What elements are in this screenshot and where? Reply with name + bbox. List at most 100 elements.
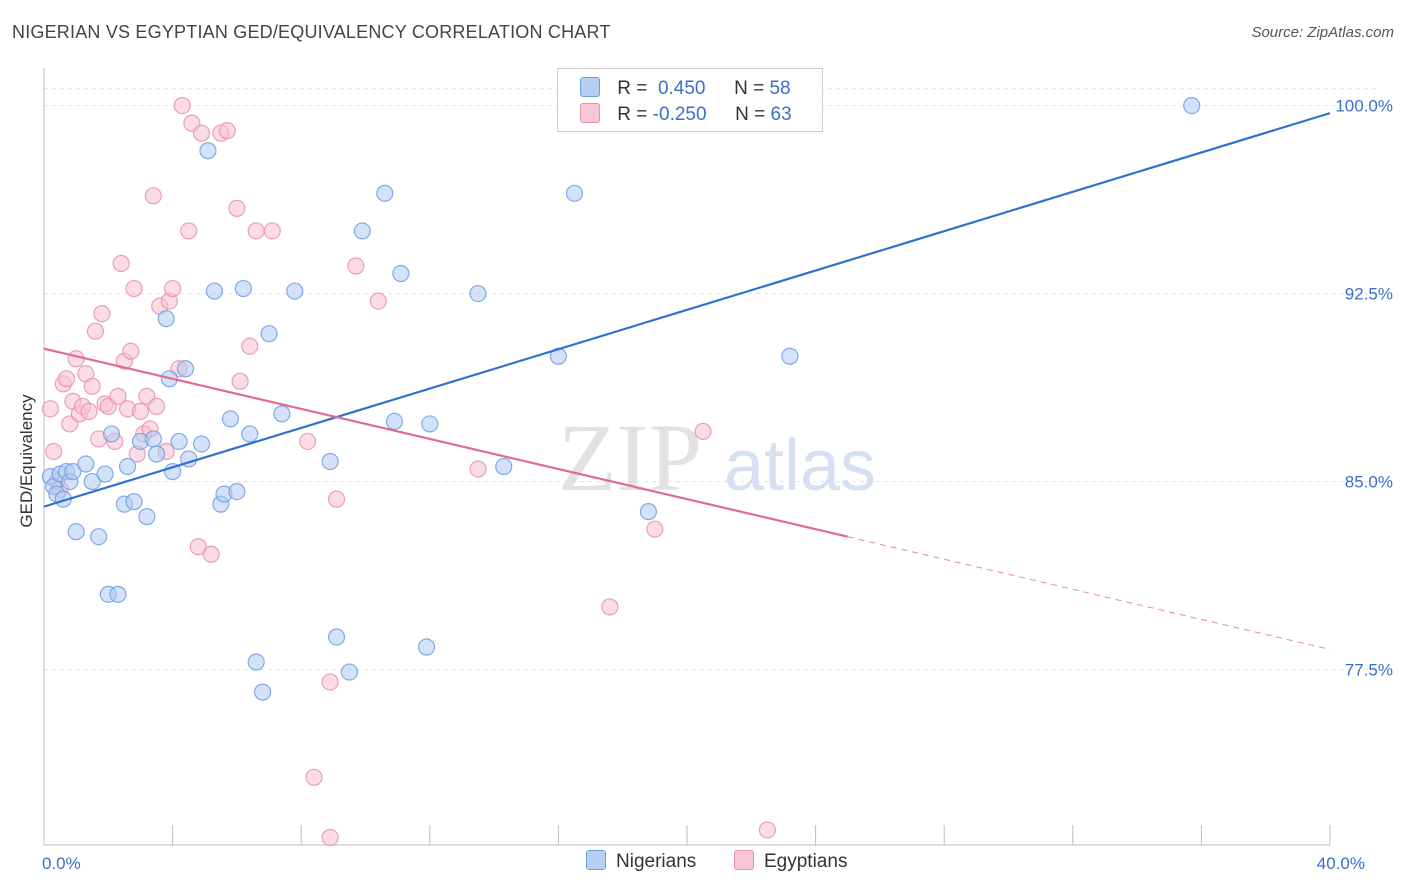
nigerians-point bbox=[565, 184, 584, 202]
nigerians-legend-label: Nigerians bbox=[616, 851, 697, 872]
nigerians-point bbox=[781, 347, 799, 365]
nigerians-point bbox=[144, 430, 162, 448]
egyptians-point bbox=[247, 222, 265, 240]
nigerians-point bbox=[118, 457, 137, 476]
nigerians-point bbox=[241, 425, 259, 443]
egyptians-point bbox=[228, 199, 246, 217]
nigerians-point bbox=[495, 457, 513, 476]
r-label: R = bbox=[617, 104, 648, 125]
nigerians-point bbox=[199, 142, 217, 160]
nigerians-point bbox=[417, 638, 436, 656]
egyptians-point bbox=[189, 538, 207, 556]
chart-title: NIGERIAN VS EGYPTIAN GED/EQUIVALENCY COR… bbox=[12, 22, 611, 42]
nigerians-point bbox=[321, 452, 339, 471]
nigerians-point bbox=[376, 184, 394, 202]
y-tick-label: 92.5% bbox=[1345, 285, 1393, 304]
nigerians-point bbox=[67, 523, 85, 541]
nigerians-point bbox=[340, 663, 359, 681]
egyptians-point bbox=[218, 122, 236, 140]
y-tick-label: 77.5% bbox=[1345, 661, 1393, 680]
nigerians-point bbox=[385, 412, 404, 431]
egyptians-point bbox=[57, 370, 76, 388]
egyptians-point bbox=[125, 279, 143, 298]
watermark-atlas: atlas bbox=[724, 426, 876, 506]
nigerians-point bbox=[96, 465, 114, 483]
egyptians-point bbox=[263, 222, 281, 240]
nigerians-point bbox=[421, 415, 439, 433]
data-points bbox=[41, 96, 1201, 847]
egyptians-point bbox=[369, 292, 387, 310]
egyptians-point bbox=[112, 254, 130, 273]
egyptians-point bbox=[347, 257, 365, 275]
egyptians-swatch bbox=[580, 103, 600, 123]
egyptians-point bbox=[192, 124, 211, 142]
nigerians-point bbox=[260, 325, 278, 343]
egyptians-point bbox=[231, 372, 249, 390]
nigerians-point bbox=[176, 360, 195, 378]
nigerians-point bbox=[353, 222, 371, 240]
egyptians-point bbox=[144, 187, 162, 205]
egyptians-point bbox=[109, 387, 127, 405]
nigerians-point bbox=[205, 282, 223, 300]
egyptians-point bbox=[305, 768, 323, 786]
nigerians-point bbox=[138, 508, 156, 526]
nigerians-r-value: 0.450 bbox=[657, 78, 706, 99]
egyptians-trend-extension bbox=[847, 536, 1331, 650]
nigerians-swatch bbox=[580, 77, 600, 97]
egyptians-point bbox=[694, 422, 712, 441]
egyptians-point bbox=[601, 598, 619, 616]
egyptians-point bbox=[321, 828, 339, 847]
nigerians-point bbox=[221, 410, 240, 428]
egyptians-point bbox=[173, 96, 191, 115]
egyptians-trend-line bbox=[43, 347, 849, 538]
nigerians-point bbox=[125, 493, 143, 511]
egyptians-point bbox=[147, 397, 166, 415]
nigerians-point bbox=[147, 445, 166, 463]
nigerians-point bbox=[247, 653, 265, 671]
source-label: Source: ZipAtlas.com bbox=[1251, 24, 1394, 41]
egyptians-n-value: 63 bbox=[770, 104, 792, 125]
egyptians-legend-swatch bbox=[734, 850, 754, 870]
nigerians-trend-line bbox=[43, 112, 1331, 508]
egyptians-point bbox=[758, 821, 776, 839]
egyptians-point bbox=[86, 322, 105, 340]
y-axis-label: GED/Equivalency bbox=[17, 394, 36, 528]
nigerians-point bbox=[639, 503, 658, 521]
egyptians-point bbox=[202, 545, 220, 563]
egyptians-point bbox=[321, 673, 339, 691]
x-tick-label: 0.0% bbox=[42, 854, 81, 873]
egyptians-point bbox=[93, 305, 111, 323]
x-tick-label: 40.0% bbox=[1317, 854, 1365, 873]
egyptians-point bbox=[164, 279, 182, 298]
y-tick-label: 85.0% bbox=[1345, 473, 1393, 492]
nigerians-point bbox=[102, 425, 121, 443]
egyptians-point bbox=[45, 442, 63, 461]
stats-row-nigerians: R = 0.450 N = 58 bbox=[580, 77, 791, 99]
nigerians-point bbox=[469, 284, 487, 303]
legend-item-nigerians: Nigerians bbox=[586, 850, 696, 873]
egyptians-point bbox=[646, 520, 664, 538]
egyptians-point bbox=[122, 342, 140, 360]
tick-labels: 100.0% 92.5% 85.0% 77.5% 0.0% 40.0% bbox=[42, 97, 1393, 873]
nigerians-point bbox=[77, 455, 95, 473]
stats-row-egyptians: R = -0.250 N = 63 bbox=[580, 103, 792, 125]
nigerians-point bbox=[392, 264, 410, 283]
egyptians-point bbox=[241, 337, 259, 355]
egyptians-point bbox=[67, 350, 85, 368]
egyptians-point bbox=[327, 490, 346, 508]
egyptians-point bbox=[299, 432, 317, 451]
y-tick-label: 100.0% bbox=[1335, 97, 1393, 116]
legend-item-egyptians: Egyptians bbox=[734, 850, 847, 873]
trend-lines bbox=[43, 112, 1331, 650]
watermark-zip: ZIP bbox=[558, 404, 702, 511]
nigerians-point bbox=[286, 282, 304, 300]
watermark: ZIP atlas bbox=[558, 404, 876, 511]
nigerians-point bbox=[254, 683, 272, 701]
nigerians-point bbox=[83, 472, 101, 491]
egyptians-r-value: -0.250 bbox=[652, 104, 707, 125]
n-label: N = bbox=[734, 78, 765, 99]
nigerians-point bbox=[192, 435, 211, 453]
nigerians-point bbox=[273, 405, 291, 423]
egyptians-point bbox=[131, 402, 150, 420]
